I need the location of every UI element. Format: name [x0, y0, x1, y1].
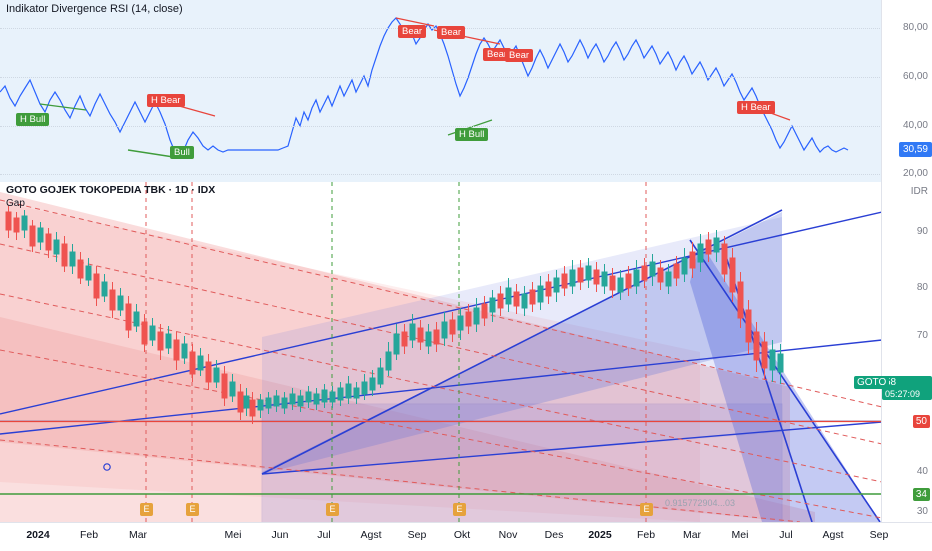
- time-axis-tick: Jun: [271, 529, 289, 541]
- price-axis-currency: IDR: [910, 186, 928, 197]
- rsi-gridline: [0, 77, 882, 78]
- time-axis-tick: Okt: [453, 529, 471, 541]
- price-axis-tick: 80: [916, 282, 928, 293]
- rsi-axis-tick: 40,00: [902, 120, 928, 131]
- time-axis-tick: Feb: [636, 529, 656, 541]
- time-axis-tick: Feb: [79, 529, 99, 541]
- earnings-marker-icon[interactable]: E: [326, 503, 339, 516]
- rsi-pane: Indikator Divergence RSI (14, close) H B…: [0, 0, 932, 182]
- rsi-gridline: [0, 174, 882, 175]
- gap-label: Gap: [6, 198, 25, 209]
- price-axis-tick: 40: [916, 466, 928, 477]
- countdown-timer: 05:27:09: [885, 389, 921, 399]
- time-axis-tick: Mei: [224, 529, 242, 541]
- last-price-value: 58: [885, 377, 897, 388]
- rsi-axis-tick: 60,00: [902, 71, 928, 82]
- rsi-title: Indikator Divergence RSI (14, close): [6, 3, 183, 15]
- rsi-divergence-label: H Bull: [455, 128, 489, 141]
- time-axis-tick: 2024: [26, 529, 50, 541]
- rsi-price-axis[interactable]: 80,00 60,00 40,00 20,00 30,59: [881, 0, 932, 182]
- rsi-divergence-label: H Bear: [147, 94, 185, 107]
- earnings-marker-icon[interactable]: E: [186, 503, 199, 516]
- time-axis-tick: Mei: [731, 529, 749, 541]
- rsi-divergence-label: Bear: [437, 26, 466, 39]
- time-axis-tick: Sep: [407, 529, 427, 541]
- level-50-badge: 50: [912, 415, 930, 428]
- symbol-badge: GOTO: [854, 376, 890, 389]
- rsi-divergence-label: Bear: [398, 25, 427, 38]
- time-axis-tick: Agst: [822, 529, 844, 541]
- time-axis[interactable]: 2024 Feb Mar Mei Jun Jul Agst Sep Okt No…: [0, 522, 932, 551]
- price-pane: GOTO GOJEK TOKOPEDIA TBK · 1D · IDX Gap …: [0, 182, 932, 522]
- rsi-axis-tick: 80,00: [902, 22, 928, 33]
- time-axis-tick: Mar: [128, 529, 148, 541]
- time-axis-tick: Nov: [498, 529, 518, 541]
- earnings-marker-icon[interactable]: E: [640, 503, 653, 516]
- earnings-marker-icon[interactable]: E: [453, 503, 466, 516]
- price-drawings: [0, 182, 882, 522]
- rsi-divergence-label: H Bull: [16, 113, 50, 126]
- level-34-badge: 34: [912, 488, 930, 501]
- time-axis-tick: Mar: [682, 529, 702, 541]
- last-price-badge: GOTO 58 05:27:09: [854, 376, 932, 400]
- earnings-marker-icon[interactable]: E: [140, 503, 153, 516]
- time-axis-tick: Jul: [317, 529, 331, 541]
- price-axis[interactable]: IDR 90 80 70 60 40 30 GOTO 58 05:27:09 5…: [854, 182, 932, 522]
- time-axis-tick: Sep: [869, 529, 889, 541]
- price-axis-tick: 90: [916, 226, 928, 237]
- price-axis-tick: 70: [916, 330, 928, 341]
- rsi-last-value-badge: 30,59: [898, 142, 932, 157]
- rsi-gridline: [0, 126, 882, 127]
- rsi-divergence-label: Bear: [483, 48, 512, 61]
- price-plot: GOTO GOJEK TOKOPEDIA TBK · 1D · IDX Gap …: [0, 182, 882, 522]
- symbol-title: GOTO GOJEK TOKOPEDIA TBK · 1D · IDX: [6, 184, 216, 196]
- time-axis-tick: 2025: [588, 529, 612, 541]
- rsi-divergence-label: Bull: [170, 146, 194, 159]
- rsi-plot: H Bull Bull H Bear Bear Bear Bear Bear H…: [0, 0, 882, 182]
- fib-annotation: 0.915772904...03: [665, 498, 736, 508]
- time-axis-tick: Agst: [360, 529, 382, 541]
- time-axis-tick: Des: [544, 529, 564, 541]
- time-axis-tick: Jul: [779, 529, 793, 541]
- rsi-divergence-label: Bear: [505, 49, 534, 62]
- rsi-axis-tick: 20,00: [902, 168, 928, 179]
- price-axis-tick: 30: [916, 506, 928, 517]
- rsi-divergence-label: H Bear: [737, 101, 775, 114]
